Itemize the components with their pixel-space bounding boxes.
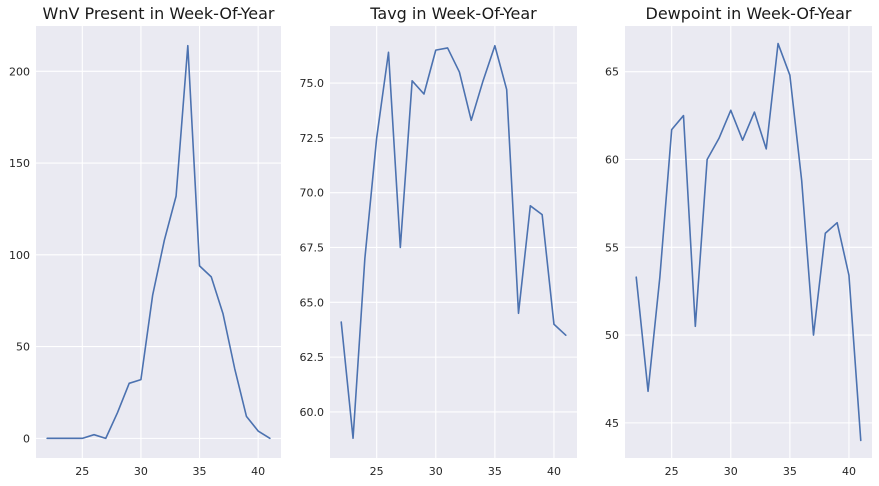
x-tick-label: 35 bbox=[193, 465, 207, 478]
y-tick-label: 65.0 bbox=[300, 296, 325, 309]
chart-title: Dewpoint in Week-Of-Year bbox=[646, 4, 852, 23]
x-tick-label: 40 bbox=[547, 465, 561, 478]
x-tick-label: 30 bbox=[429, 465, 443, 478]
series-line bbox=[635, 42, 862, 442]
series-line bbox=[340, 44, 567, 440]
y-tick-label: 62.5 bbox=[300, 351, 325, 364]
chart-panel-dewpoint: 25 30 35 40 45 50 55 60 65 Dewpoint in Week-Of-Ye… bbox=[605, 4, 872, 478]
plot-area bbox=[330, 26, 577, 458]
chart-title: Tavg in Week-Of-Year bbox=[369, 4, 537, 23]
x-tick-label: 25 bbox=[75, 465, 89, 478]
x-tick-label: 35 bbox=[783, 465, 797, 478]
y-tick-label: 0 bbox=[23, 432, 30, 445]
x-tick-label: 30 bbox=[134, 465, 148, 478]
series-line bbox=[46, 44, 271, 440]
y-tick-label: 45 bbox=[605, 417, 619, 430]
y-tick-label: 60 bbox=[605, 153, 619, 166]
y-tick-label: 50 bbox=[16, 341, 30, 354]
x-tick-label: 40 bbox=[251, 465, 265, 478]
x-tick-label: 30 bbox=[724, 465, 738, 478]
y-tick-label: 67.5 bbox=[300, 241, 325, 254]
x-tick-label: 35 bbox=[488, 465, 502, 478]
chart-panel-tavg: 25 30 35 40 60.0 62.5 65.0 67.5 70.0 72.5 75.0 Tavg… bbox=[300, 4, 577, 478]
y-tick-label: 100 bbox=[9, 249, 30, 262]
y-tick-label: 200 bbox=[9, 65, 30, 78]
y-tick-label: 75.0 bbox=[300, 77, 325, 90]
chart-title: WnV Present in Week-Of-Year bbox=[43, 4, 275, 23]
x-tick-label: 25 bbox=[370, 465, 384, 478]
x-tick-label: 40 bbox=[842, 465, 856, 478]
y-tick-label: 72.5 bbox=[300, 132, 325, 145]
plot-area bbox=[36, 26, 281, 458]
y-tick-label: 55 bbox=[605, 241, 619, 254]
y-tick-label: 150 bbox=[9, 157, 30, 170]
chart-panel-wnv-present: 25 30 35 40 0 50 100 150 200 WnV Present in Week-… bbox=[9, 4, 281, 478]
plot-area bbox=[625, 26, 872, 458]
y-tick-label: 50 bbox=[605, 329, 619, 342]
y-tick-label: 60.0 bbox=[300, 406, 325, 419]
x-tick-label: 25 bbox=[665, 465, 679, 478]
y-tick-label: 70.0 bbox=[300, 187, 325, 200]
y-tick-label: 65 bbox=[605, 66, 619, 79]
